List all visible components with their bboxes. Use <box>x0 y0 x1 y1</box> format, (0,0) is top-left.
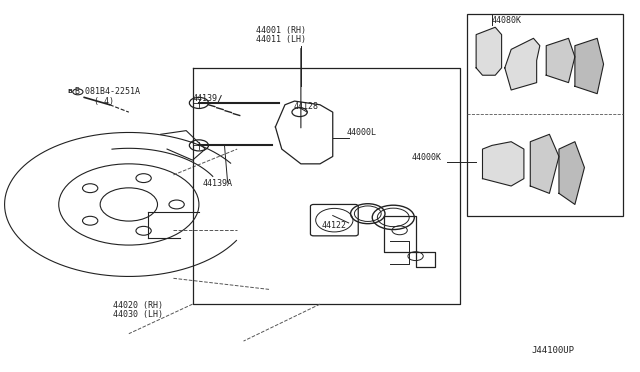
Text: 44030 (LH): 44030 (LH) <box>113 310 163 319</box>
Text: 44001 (RH): 44001 (RH) <box>256 26 307 35</box>
Text: 44020 (RH): 44020 (RH) <box>113 301 163 311</box>
Text: 44000L: 44000L <box>347 128 377 137</box>
Polygon shape <box>546 38 575 83</box>
Text: 44128: 44128 <box>293 102 318 111</box>
Text: 44000K: 44000K <box>411 153 441 162</box>
Text: ( 4): ( 4) <box>94 97 114 106</box>
Text: 44139A: 44139A <box>202 179 232 187</box>
Polygon shape <box>575 38 604 94</box>
Text: 44080K: 44080K <box>492 16 522 25</box>
Text: 44139: 44139 <box>193 94 218 103</box>
Text: J44100UP: J44100UP <box>531 346 574 355</box>
Text: B: B <box>67 89 72 94</box>
Text: B 081B4-2251A: B 081B4-2251A <box>75 87 140 96</box>
Polygon shape <box>505 38 540 90</box>
Polygon shape <box>476 27 502 75</box>
Text: 44011 (LH): 44011 (LH) <box>256 35 307 44</box>
Polygon shape <box>483 142 524 186</box>
Polygon shape <box>559 142 584 205</box>
Text: 44122: 44122 <box>321 221 346 230</box>
Polygon shape <box>531 134 559 193</box>
